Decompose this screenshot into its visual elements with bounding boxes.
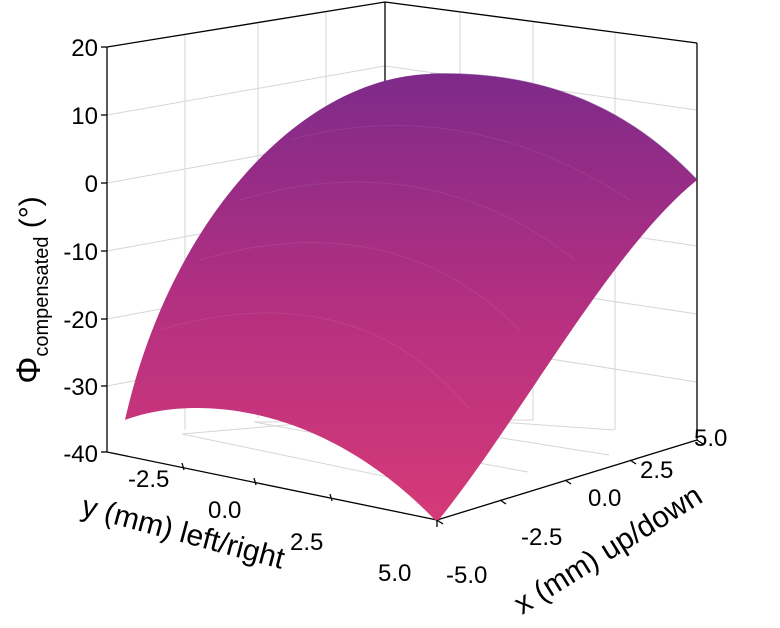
x-tick: 0.0 xyxy=(588,485,621,512)
x-tick: 2.5 xyxy=(640,457,673,484)
x-tick-marks xyxy=(436,439,704,525)
y-tick-labels: -2.5 0.0 2.5 5.0 xyxy=(128,466,411,587)
z-tick: -30 xyxy=(63,374,98,401)
z-tick: 10 xyxy=(71,103,98,130)
z-axis-title-main: Φ xyxy=(10,357,48,384)
surface-edge-back xyxy=(429,73,698,181)
z-tick: -40 xyxy=(63,441,98,468)
z-tick: 0 xyxy=(85,171,98,198)
x-tick: -2.5 xyxy=(521,524,562,551)
x-tick-labels: -5.0 -2.5 0.0 2.5 5.0 xyxy=(446,425,727,589)
y-tick: 2.5 xyxy=(290,529,323,556)
z-axis-title: Φcompensated (°) xyxy=(10,196,53,384)
svg-text:Φcompensated (°): Φcompensated (°) xyxy=(10,196,53,384)
z-tick: -10 xyxy=(63,239,98,266)
y-tick: 5.0 xyxy=(378,560,411,587)
x-tick: -5.0 xyxy=(446,562,487,589)
y-tick: -2.5 xyxy=(128,466,169,493)
y-axis-title: y (mm) left/right xyxy=(78,490,288,576)
x-tick: 5.0 xyxy=(694,425,727,452)
z-tick: 20 xyxy=(71,35,98,62)
z-tick-marks xyxy=(101,46,107,453)
surface-front-face xyxy=(125,73,697,523)
surface xyxy=(125,73,698,523)
y-tick-marks xyxy=(181,462,438,527)
z-axis-title-subscript: compensated xyxy=(31,237,53,357)
z-tick-labels: 20 10 0 -10 -20 -30 -40 xyxy=(63,35,98,468)
z-axis-title-unit: (°) xyxy=(14,196,47,228)
y-tick: 0.0 xyxy=(208,497,241,524)
z-tick: -20 xyxy=(63,307,98,334)
surface-contours xyxy=(159,125,631,411)
